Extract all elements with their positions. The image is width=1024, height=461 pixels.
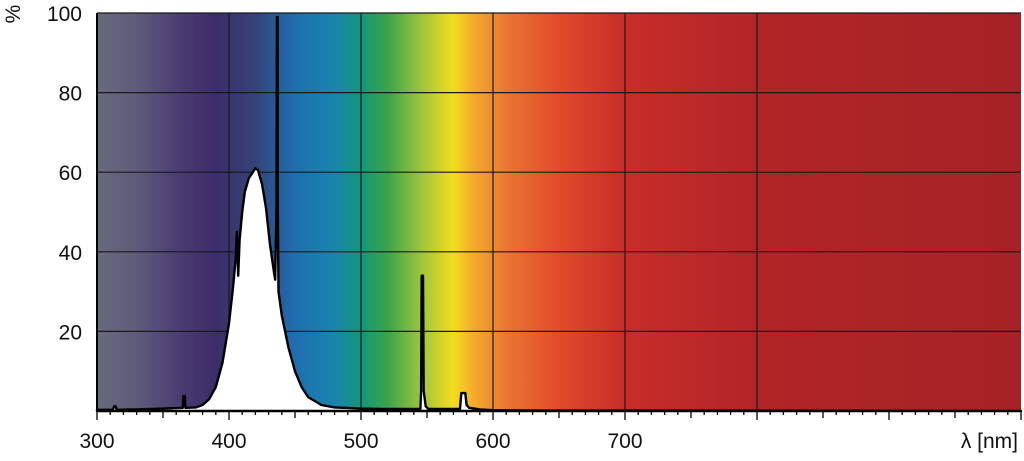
x-axis-label: λ [nm] [961,430,1018,453]
emission-curve [95,15,1023,413]
x-tick-label-600: 600 [475,430,510,453]
x-tick-label-400: 400 [211,430,246,453]
grid-lines [97,12,1021,411]
y-axis-label: % [2,5,25,24]
x-tick-label-300: 300 [79,430,114,453]
tick-marks: 300 400 500 600 700 20 40 60 80 100 [47,3,1022,453]
y-tick-label-100: 100 [47,3,82,26]
x-tick-label-700: 700 [607,430,642,453]
y-tick-label-20: 20 [59,321,82,344]
x-tick-label-500: 500 [343,430,378,453]
y-tick-label-40: 40 [59,242,82,265]
y-tick-label-80: 80 [59,83,82,106]
y-tick-label-60: 60 [59,162,82,185]
